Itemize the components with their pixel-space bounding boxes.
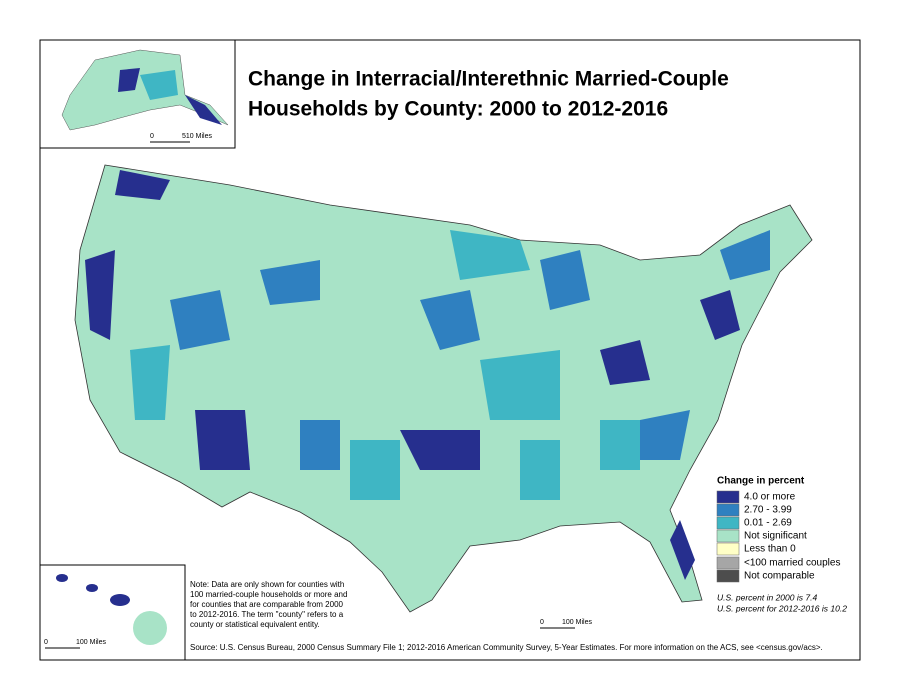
note-line: for counties that are comparable from 20…	[190, 600, 344, 609]
note-line: 100 married-couple households or more an…	[190, 590, 347, 599]
legend-swatch	[716, 490, 740, 504]
us-percent: U.S. percent in 2000 is 7.4	[717, 592, 817, 602]
scale-label: 510 Miles	[182, 133, 212, 140]
legend-title: Change in percent	[717, 476, 805, 487]
map-patch	[170, 230, 770, 470]
map-patch	[130, 230, 640, 500]
scale-zero: 0	[150, 133, 154, 140]
legend-swatch	[716, 503, 740, 517]
legend-swatch	[716, 542, 740, 556]
note-line: Note: Data are only shown for counties w…	[190, 580, 344, 589]
scale-label: 100 Miles	[76, 639, 106, 646]
map-patch	[85, 170, 740, 580]
title-line: Households by County: 2000 to 2012-2016	[248, 98, 668, 121]
alaska-patch	[140, 70, 178, 100]
legend-swatch	[716, 529, 740, 543]
notes: U.S. percent in 2000 is 7.4U.S. percent …	[190, 580, 847, 629]
us-percent: U.S. percent for 2012-2016 is 10.2	[717, 603, 847, 613]
legend-swatch	[716, 569, 740, 583]
legend-swatch	[716, 516, 740, 530]
us-map	[74, 164, 813, 613]
legend: Change in percent 4.0 or more 2.70 - 3.99…	[716, 476, 840, 583]
note-line: county or statistical equivalent entity.	[190, 620, 320, 629]
hawaii-island	[56, 574, 68, 582]
scale-zero: 0	[540, 619, 544, 626]
scale-label: 100 Miles	[562, 619, 592, 626]
legend-label: <100 married couples	[744, 558, 840, 569]
legend-label: 4.0 or more	[744, 492, 796, 503]
note-line: to 2012-2016. The term "county" refers t…	[190, 610, 344, 619]
hawaii-island	[86, 584, 98, 592]
legend-label: Less than 0	[744, 544, 796, 555]
legend-label: 2.70 - 3.99	[744, 505, 792, 516]
hawaii-island	[110, 594, 130, 606]
legend-swatch	[716, 556, 740, 570]
alaska-patch	[118, 68, 222, 125]
hawaii-island	[133, 611, 167, 645]
title-line: Change in Interracial/Interethnic Marrie…	[248, 68, 729, 91]
legend-label: 0.01 - 2.69	[744, 518, 792, 529]
legend-label: Not comparable	[744, 571, 815, 582]
scale-zero: 0	[44, 639, 48, 646]
legend-label: Not significant	[744, 531, 807, 542]
source: Source: U.S. Census Bureau, 2000 Census …	[190, 643, 823, 652]
